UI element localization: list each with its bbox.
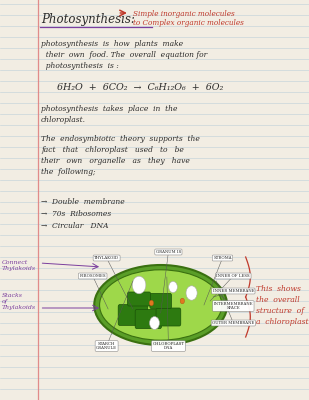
Ellipse shape: [169, 282, 177, 292]
Text: THYLAKOID: THYLAKOID: [94, 256, 119, 260]
Ellipse shape: [149, 300, 154, 306]
Text: the  following;: the following;: [41, 168, 95, 176]
Text: The  endosymbiotic  theory  supports  the: The endosymbiotic theory supports the: [41, 135, 200, 143]
Text: photosynthesis  is :: photosynthesis is :: [41, 62, 119, 70]
Text: their  own  food. The  overall  equation for: their own food. The overall equation for: [41, 51, 207, 59]
Text: Connect
Thylakoids: Connect Thylakoids: [2, 260, 36, 271]
Ellipse shape: [186, 286, 197, 300]
FancyBboxPatch shape: [150, 294, 171, 309]
Text: This  shows
the  overall
structure  of
a  chloroplast: This shows the overall structure of a ch…: [256, 285, 309, 326]
Ellipse shape: [94, 265, 227, 345]
Text: →  70s  Ribosomes: → 70s Ribosomes: [41, 210, 111, 218]
Text: Stacks
of
Thylakoids: Stacks of Thylakoids: [2, 293, 36, 310]
Text: chloroplast.: chloroplast.: [41, 116, 86, 124]
Text: photosynthesis  takes  place  in  the: photosynthesis takes place in the: [41, 105, 178, 113]
Text: →  Circular   DNA: → Circular DNA: [41, 222, 108, 230]
Ellipse shape: [132, 276, 146, 294]
Text: Simple inorganic molecules
to Complex organic molecules: Simple inorganic molecules to Complex or…: [133, 10, 244, 27]
FancyBboxPatch shape: [156, 308, 181, 326]
Text: photosynthesis  is  how  plants  make: photosynthesis is how plants make: [41, 40, 183, 48]
Ellipse shape: [180, 298, 184, 304]
Text: →  Double  membrane: → Double membrane: [41, 198, 125, 206]
Text: INNER OF LESS: INNER OF LESS: [217, 274, 250, 278]
Text: STROMA: STROMA: [213, 256, 232, 260]
Text: STARCH
GRANULE: STARCH GRANULE: [96, 342, 117, 350]
Text: 6H₂O  +  6CO₂  →  C₆H₁₂O₆  +  6O₂: 6H₂O + 6CO₂ → C₆H₁₂O₆ + 6O₂: [57, 83, 223, 92]
Text: their   own   organelle   as   they   have: their own organelle as they have: [41, 157, 190, 165]
Text: CHLOROPLAST
DNA: CHLOROPLAST DNA: [152, 342, 184, 350]
Text: INNER MEMBRANE: INNER MEMBRANE: [213, 289, 254, 293]
Text: OUTER MEMBRANE: OUTER MEMBRANE: [212, 321, 254, 325]
FancyBboxPatch shape: [135, 310, 162, 328]
FancyBboxPatch shape: [127, 292, 151, 306]
Text: GRANUM IS: GRANUM IS: [156, 250, 181, 254]
Ellipse shape: [99, 270, 222, 340]
FancyBboxPatch shape: [118, 305, 148, 325]
Text: Photosynthesis:: Photosynthesis:: [41, 14, 135, 26]
Ellipse shape: [150, 316, 159, 329]
Text: RIBOSOMES: RIBOSOMES: [79, 274, 106, 278]
Text: INTERMEMBRANE
SPACE: INTERMEMBRANE SPACE: [214, 302, 253, 310]
Text: fact   that   chloroplast   used   to   be: fact that chloroplast used to be: [41, 146, 184, 154]
